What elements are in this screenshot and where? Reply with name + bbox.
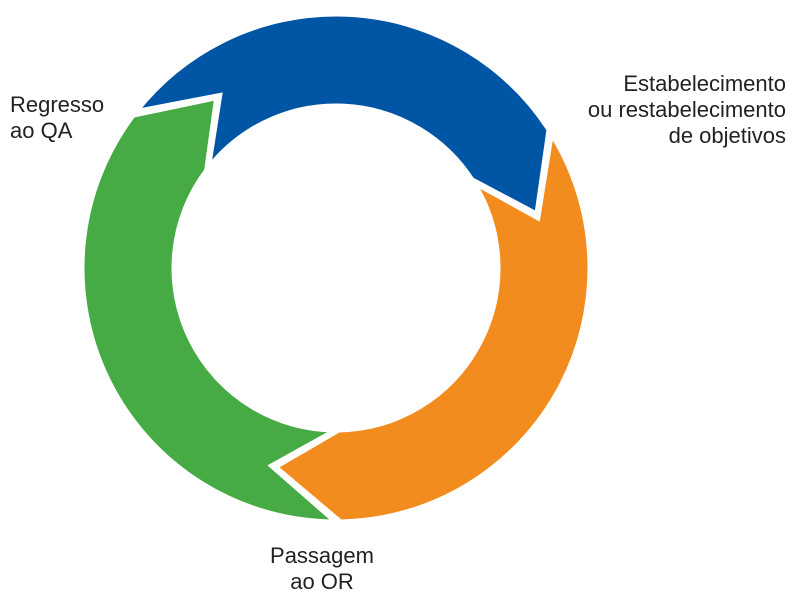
label-goal-setting-line-2: ou restabelecimento [587,97,786,122]
label-passage-to-or-line-2: ao OR [290,569,354,594]
segment-passage-to-or [270,126,593,525]
label-return-to-qa-line-1: Regresso [10,92,105,117]
label-goal-setting: Estabelecimento ou restabelecimento de o… [560,71,786,149]
label-goal-setting-line-1: Estabelecimento [623,71,786,96]
label-return-to-qa-line-2: ao QA [10,118,73,143]
label-return-to-qa: Regresso ao QA [10,92,130,144]
segment-return-to-qa [79,94,346,525]
label-passage-to-or-line-1: Passagem [270,543,374,568]
segment-goal-setting [129,11,552,219]
label-passage-to-or: Passagem ao OR [232,543,412,595]
label-goal-setting-line-3: de objetivos [668,123,786,148]
